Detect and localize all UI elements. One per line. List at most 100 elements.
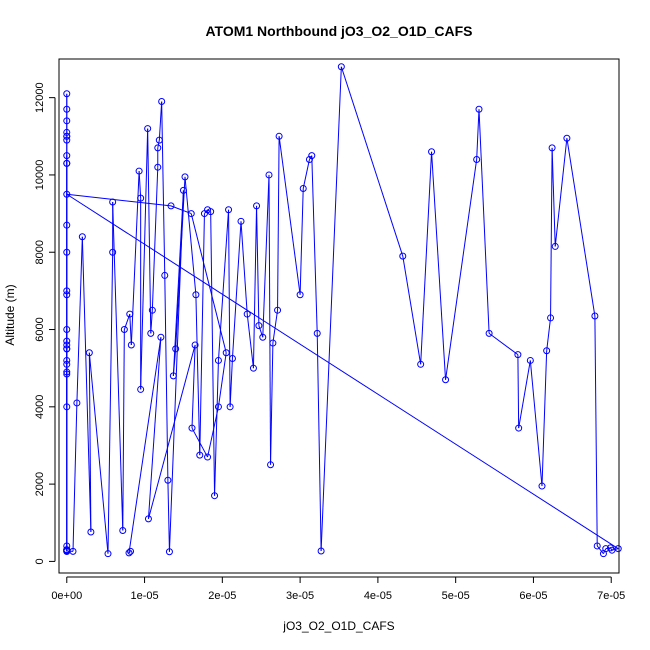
data-point [591, 312, 599, 320]
data-point [154, 144, 162, 152]
series-segment [191, 344, 196, 429]
series-segment [158, 101, 163, 141]
data-point [154, 163, 162, 171]
series-segment [529, 360, 543, 487]
series-segment [207, 406, 219, 458]
series-segment [402, 256, 422, 365]
data-point [144, 515, 152, 523]
data-point [63, 287, 71, 295]
x-tick-label: 7e-05 [597, 590, 625, 602]
series-segment [217, 352, 227, 407]
series-segment [172, 348, 177, 376]
data-point [85, 349, 93, 357]
data-point [63, 326, 71, 334]
series-segment [299, 188, 304, 295]
data-point [274, 306, 282, 314]
data-point [181, 173, 189, 181]
x-axis-label: jO3_O2_O1D_CAFS [282, 619, 394, 633]
series-segment [316, 333, 322, 551]
data-point [63, 337, 71, 345]
data-point [63, 117, 71, 125]
series-segment [231, 221, 242, 359]
data-point [63, 368, 71, 376]
y-tick-label: 6000 [34, 317, 46, 341]
series-segment [478, 109, 490, 334]
data-point [78, 233, 86, 241]
data-point [63, 542, 71, 550]
series-segment [596, 545, 604, 554]
series-segment [210, 211, 216, 496]
series-segment [66, 193, 172, 207]
series-segment [551, 147, 556, 247]
data-point [63, 190, 71, 198]
data-point [485, 329, 493, 337]
data-point [614, 545, 622, 553]
series-segment [128, 551, 131, 554]
data-point [214, 356, 222, 364]
y-tick-label: 0 [34, 558, 46, 564]
data-point [299, 184, 307, 192]
data-point [593, 542, 601, 550]
data-point [547, 314, 555, 322]
data-point [63, 291, 71, 299]
series-segment [594, 315, 598, 546]
data-point [169, 372, 177, 380]
series-segment [66, 193, 619, 550]
series-segment [150, 310, 153, 334]
series-segment [164, 275, 169, 481]
data-point [188, 424, 196, 432]
series-segment [147, 128, 152, 334]
data-point [63, 105, 71, 113]
y-tick-label: 8000 [34, 240, 46, 264]
series-segment [546, 317, 552, 351]
data-point [305, 155, 313, 163]
data-point [207, 208, 215, 216]
data-point [144, 125, 152, 133]
data-point [275, 132, 283, 140]
series-segment [157, 140, 160, 148]
series-segment [476, 109, 480, 160]
series-segment [320, 66, 342, 551]
data-point [255, 322, 263, 330]
series-segment [195, 294, 201, 456]
series-segment [420, 151, 433, 365]
series-segment [88, 352, 109, 554]
data-point [514, 351, 522, 359]
x-tick-label: 0e+00 [51, 590, 82, 602]
data-point [551, 242, 559, 250]
data-point [179, 186, 187, 194]
data-point [602, 545, 610, 553]
series-segment [191, 427, 208, 458]
data-point [157, 333, 165, 341]
series-segment [147, 337, 162, 519]
series-segment [172, 190, 184, 376]
series-segment [566, 138, 596, 317]
data-point [226, 403, 234, 411]
data-point [155, 136, 163, 144]
series-segment [190, 213, 227, 353]
data-point [308, 152, 316, 160]
data-point [120, 326, 128, 334]
data-point [167, 202, 175, 210]
data-point [269, 339, 277, 347]
data-point [63, 159, 71, 167]
data-point [125, 549, 133, 557]
series-segment [204, 209, 208, 214]
data-point [63, 341, 71, 349]
data-point [161, 271, 169, 279]
series-segment [550, 147, 553, 318]
x-tick-label: 3e-05 [286, 590, 314, 602]
series-segment [151, 167, 159, 311]
x-axis: 0e+00 1e-05 2e-05 3e-05 4e-05 5e-05 6e-05 7e-05 [51, 576, 625, 602]
data-point [137, 385, 145, 393]
data-point [267, 461, 275, 469]
data-point [137, 194, 145, 202]
series-segment [240, 221, 248, 315]
series-segment [340, 66, 404, 257]
series-segment [76, 236, 83, 403]
data-point [164, 476, 172, 484]
data-point [165, 548, 173, 556]
x-tick-label: 4e-05 [364, 590, 392, 602]
